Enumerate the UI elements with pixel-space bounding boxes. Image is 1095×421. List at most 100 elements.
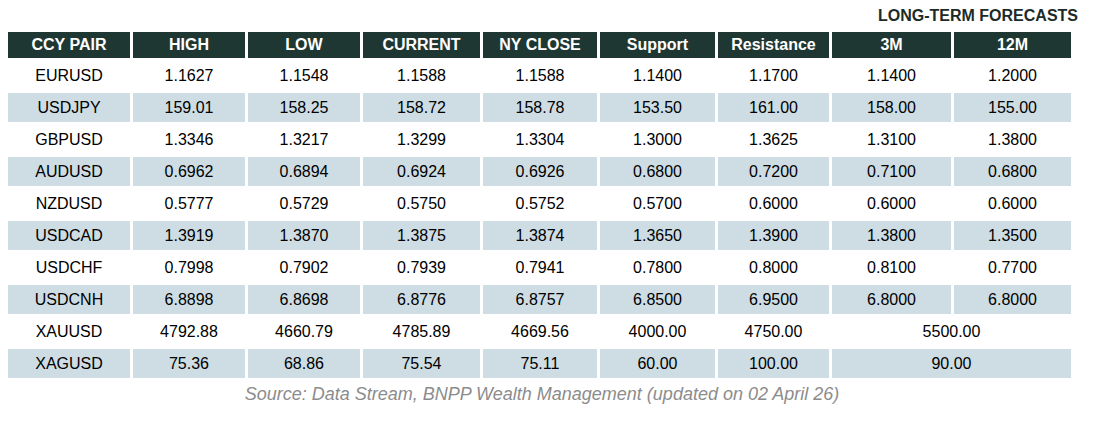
value-cell: 159.01 — [133, 93, 245, 122]
value-cell: 153.50 — [600, 93, 715, 122]
value-cell: 6.8000 — [954, 285, 1071, 314]
table-row: EURUSD1.16271.15481.15881.15881.14001.17… — [8, 61, 1071, 90]
value-cell: 1.3500 — [954, 221, 1071, 250]
value-cell: 1.3919 — [133, 221, 245, 250]
value-cell: 60.00 — [600, 349, 715, 378]
col-header-3m: 3M — [832, 32, 951, 58]
value-cell: 0.7939 — [363, 253, 480, 282]
value-cell: 4750.00 — [718, 317, 829, 346]
value-cell: 0.6924 — [363, 157, 480, 186]
value-cell: 4669.56 — [483, 317, 597, 346]
value-cell: 6.8698 — [248, 285, 360, 314]
value-cell: 4792.88 — [133, 317, 245, 346]
table-row: USDCAD1.39191.38701.38751.38741.36501.39… — [8, 221, 1071, 250]
value-cell: 1.3870 — [248, 221, 360, 250]
value-cell: 0.7998 — [133, 253, 245, 282]
value-cell: 0.5750 — [363, 189, 480, 218]
ccy-pair-cell: XAGUSD — [8, 349, 130, 378]
merged-forecast-cell: 90.00 — [832, 349, 1071, 378]
table-row: XAUUSD4792.884660.794785.894669.564000.0… — [8, 317, 1071, 346]
value-cell: 0.6000 — [954, 189, 1071, 218]
value-cell: 6.8757 — [483, 285, 597, 314]
table-row: USDCHF0.79980.79020.79390.79410.78000.80… — [8, 253, 1071, 282]
col-header-ccy-pair: CCY PAIR — [8, 32, 130, 58]
value-cell: 0.5700 — [600, 189, 715, 218]
table-row: USDJPY159.01158.25158.72158.78153.50161.… — [8, 93, 1071, 122]
ccy-pair-cell: NZDUSD — [8, 189, 130, 218]
value-cell: 1.1588 — [483, 61, 597, 90]
value-cell: 0.7902 — [248, 253, 360, 282]
table-row: NZDUSD0.57770.57290.57500.57520.57000.60… — [8, 189, 1071, 218]
value-cell: 6.9500 — [718, 285, 829, 314]
value-cell: 0.6926 — [483, 157, 597, 186]
table-row: USDCNH6.88986.86986.87766.87576.85006.95… — [8, 285, 1071, 314]
ccy-pair-cell: EURUSD — [8, 61, 130, 90]
value-cell: 6.8898 — [133, 285, 245, 314]
value-cell: 1.1548 — [248, 61, 360, 90]
value-cell: 0.6800 — [954, 157, 1071, 186]
value-cell: 1.3299 — [363, 125, 480, 154]
value-cell: 0.7941 — [483, 253, 597, 282]
value-cell: 6.8000 — [832, 285, 951, 314]
value-cell: 0.7800 — [600, 253, 715, 282]
value-cell: 1.3900 — [718, 221, 829, 250]
value-cell: 0.5729 — [248, 189, 360, 218]
value-cell: 1.2000 — [954, 61, 1071, 90]
value-cell: 4660.79 — [248, 317, 360, 346]
value-cell: 6.8500 — [600, 285, 715, 314]
col-header-low: LOW — [248, 32, 360, 58]
value-cell: 161.00 — [718, 93, 829, 122]
ccy-pair-cell: USDJPY — [8, 93, 130, 122]
value-cell: 1.3000 — [600, 125, 715, 154]
fx-forecast-table: CCY PAIR HIGH LOW CURRENT NY CLOSE Suppo… — [5, 29, 1074, 381]
value-cell: 0.7200 — [718, 157, 829, 186]
value-cell: 1.3650 — [600, 221, 715, 250]
value-cell: 1.3875 — [363, 221, 480, 250]
value-cell: 1.1700 — [718, 61, 829, 90]
value-cell: 0.6962 — [133, 157, 245, 186]
value-cell: 6.8776 — [363, 285, 480, 314]
value-cell: 1.3304 — [483, 125, 597, 154]
value-cell: 0.5752 — [483, 189, 597, 218]
ccy-pair-cell: GBPUSD — [8, 125, 130, 154]
table-row: AUDUSD0.69620.68940.69240.69260.68000.72… — [8, 157, 1071, 186]
table-row: XAGUSD75.3668.8675.5475.1160.00100.0090.… — [8, 349, 1071, 378]
value-cell: 1.3217 — [248, 125, 360, 154]
ccy-pair-cell: USDCAD — [8, 221, 130, 250]
value-cell: 68.86 — [248, 349, 360, 378]
ccy-pair-cell: USDCHF — [8, 253, 130, 282]
value-cell: 1.3874 — [483, 221, 597, 250]
value-cell: 0.6800 — [600, 157, 715, 186]
value-cell: 100.00 — [718, 349, 829, 378]
table-row: GBPUSD1.33461.32171.32991.33041.30001.36… — [8, 125, 1071, 154]
value-cell: 1.3100 — [832, 125, 951, 154]
value-cell: 0.6000 — [832, 189, 951, 218]
value-cell: 158.72 — [363, 93, 480, 122]
value-cell: 1.3800 — [954, 125, 1071, 154]
value-cell: 1.1400 — [832, 61, 951, 90]
fx-table-body: EURUSD1.16271.15481.15881.15881.14001.17… — [8, 61, 1071, 378]
merged-forecast-cell: 5500.00 — [832, 317, 1071, 346]
col-header-support: Support — [600, 32, 715, 58]
value-cell: 1.1588 — [363, 61, 480, 90]
value-cell: 1.1400 — [600, 61, 715, 90]
value-cell: 158.00 — [832, 93, 951, 122]
value-cell: 0.7700 — [954, 253, 1071, 282]
col-header-resistance: Resistance — [718, 32, 829, 58]
col-header-12m: 12M — [954, 32, 1071, 58]
value-cell: 75.36 — [133, 349, 245, 378]
value-cell: 4785.89 — [363, 317, 480, 346]
value-cell: 0.6000 — [718, 189, 829, 218]
value-cell: 0.8100 — [832, 253, 951, 282]
col-header-current: CURRENT — [363, 32, 480, 58]
ccy-pair-cell: AUDUSD — [8, 157, 130, 186]
value-cell: 1.3800 — [832, 221, 951, 250]
source-note: Source: Data Stream, BNPP Wealth Managem… — [5, 383, 1079, 405]
value-cell: 158.25 — [248, 93, 360, 122]
ccy-pair-cell: USDCNH — [8, 285, 130, 314]
value-cell: 155.00 — [954, 93, 1071, 122]
value-cell: 75.54 — [363, 349, 480, 378]
value-cell: 0.7100 — [832, 157, 951, 186]
value-cell: 75.11 — [483, 349, 597, 378]
value-cell: 1.3625 — [718, 125, 829, 154]
